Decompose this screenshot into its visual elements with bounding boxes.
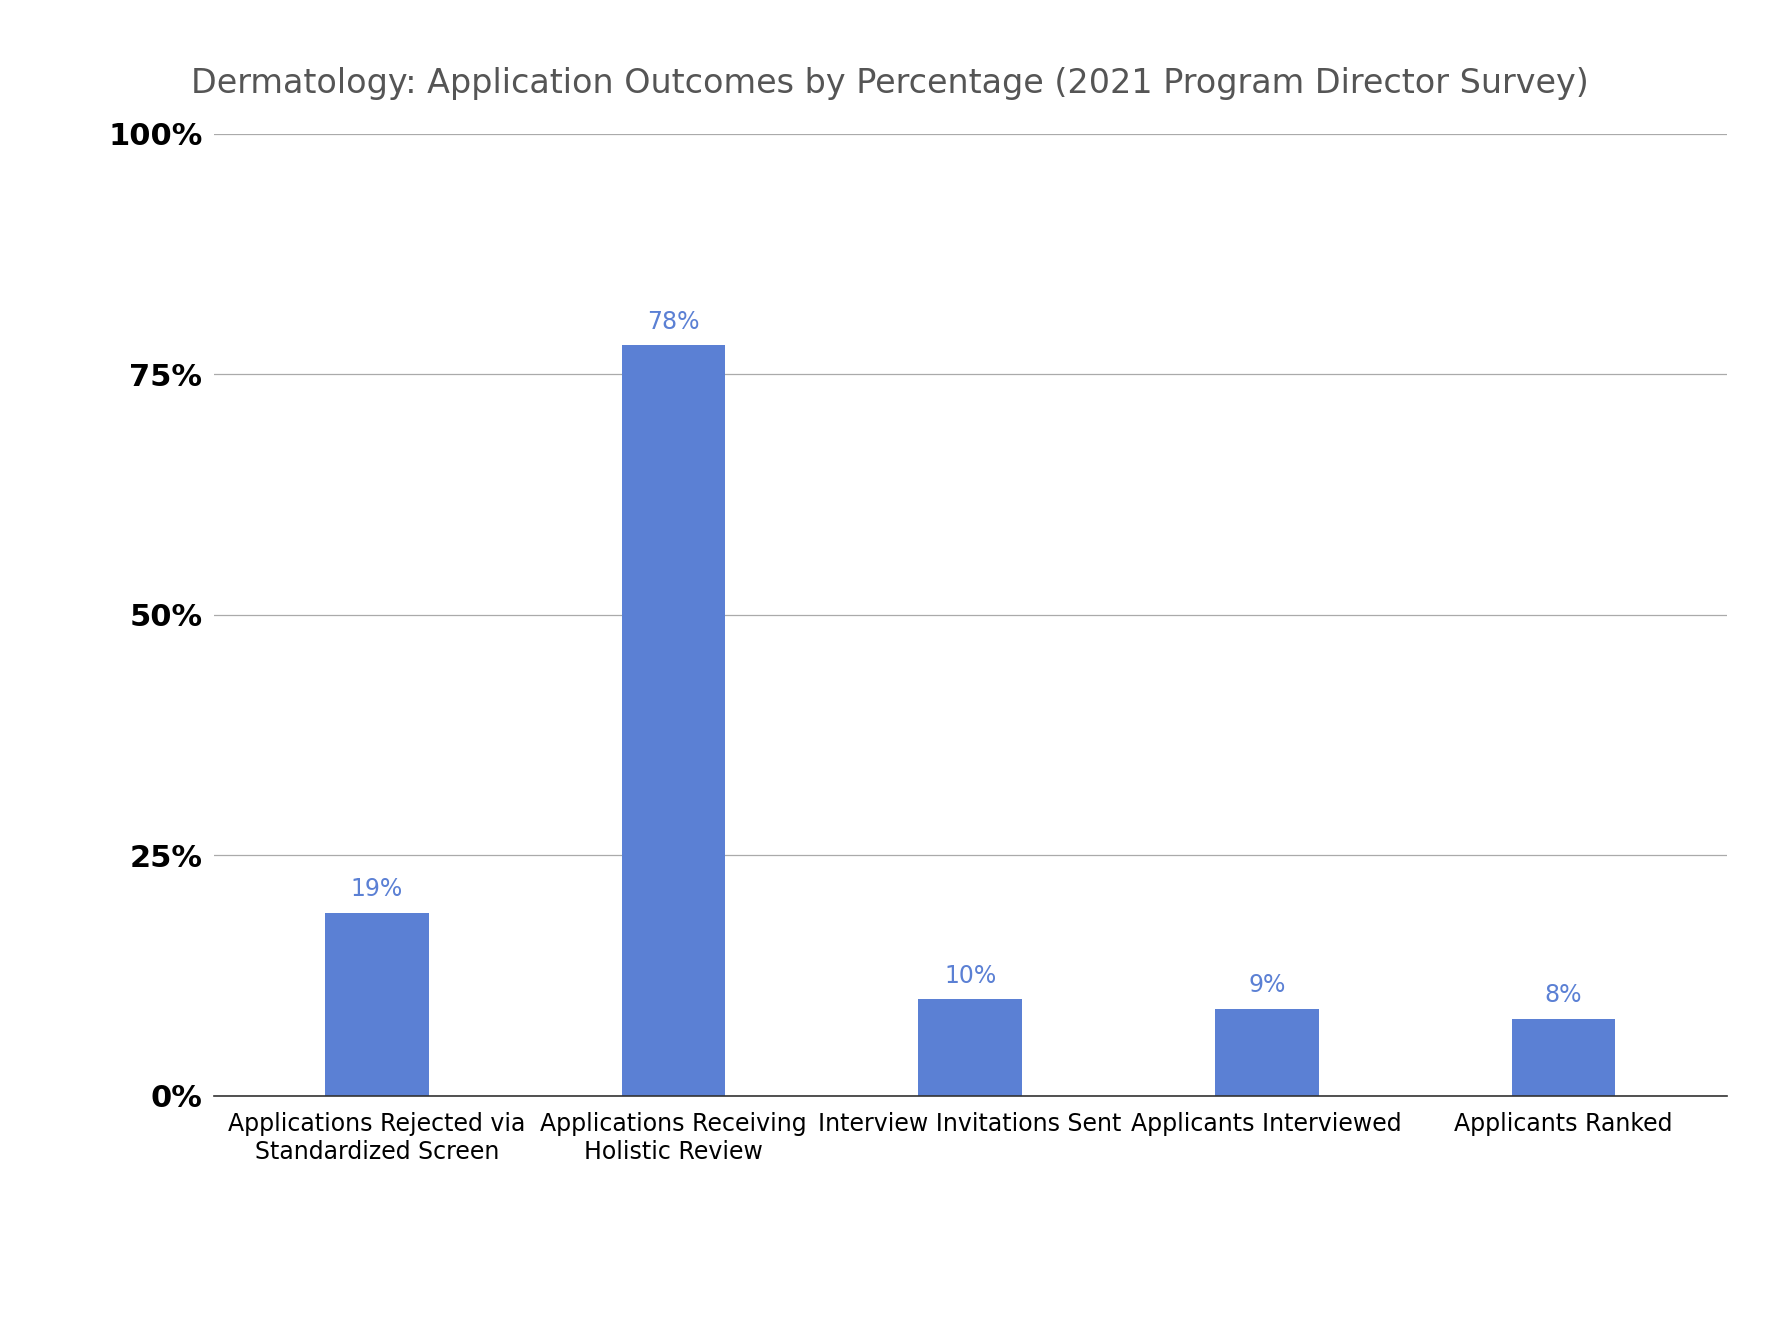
Bar — [1216, 1009, 1319, 1096]
Text: 19%: 19% — [351, 878, 402, 902]
Text: Dermatology: Application Outcomes by Percentage (2021 Program Director Survey): Dermatology: Application Outcomes by Per… — [190, 67, 1590, 100]
Bar — [918, 999, 1022, 1096]
Bar — [621, 345, 726, 1096]
Text: 10%: 10% — [943, 963, 997, 987]
Bar — [1511, 1018, 1616, 1096]
Text: 8%: 8% — [1545, 983, 1582, 1007]
Text: 78%: 78% — [648, 310, 700, 334]
Text: 9%: 9% — [1248, 974, 1285, 998]
Bar — [324, 912, 429, 1096]
